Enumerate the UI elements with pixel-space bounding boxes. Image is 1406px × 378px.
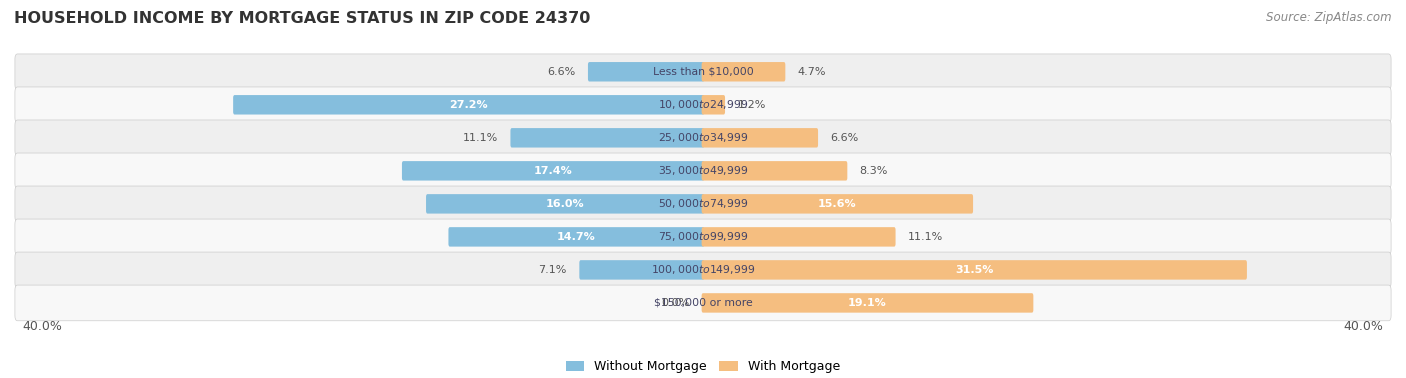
Text: 40.0%: 40.0% bbox=[1344, 320, 1384, 333]
Text: $35,000 to $49,999: $35,000 to $49,999 bbox=[658, 164, 748, 177]
Text: Source: ZipAtlas.com: Source: ZipAtlas.com bbox=[1267, 11, 1392, 24]
Text: 14.7%: 14.7% bbox=[557, 232, 596, 242]
Text: 7.1%: 7.1% bbox=[538, 265, 567, 275]
Text: 15.6%: 15.6% bbox=[818, 199, 856, 209]
FancyBboxPatch shape bbox=[15, 54, 1391, 90]
Text: 31.5%: 31.5% bbox=[955, 265, 994, 275]
FancyBboxPatch shape bbox=[15, 153, 1391, 189]
Text: $25,000 to $34,999: $25,000 to $34,999 bbox=[658, 131, 748, 144]
Text: 27.2%: 27.2% bbox=[450, 100, 488, 110]
Text: 40.0%: 40.0% bbox=[22, 320, 62, 333]
Text: 17.4%: 17.4% bbox=[534, 166, 572, 176]
Text: 1.2%: 1.2% bbox=[738, 100, 766, 110]
Text: 11.1%: 11.1% bbox=[463, 133, 498, 143]
Text: $100,000 to $149,999: $100,000 to $149,999 bbox=[651, 263, 755, 276]
FancyBboxPatch shape bbox=[702, 260, 1247, 280]
FancyBboxPatch shape bbox=[402, 161, 704, 181]
FancyBboxPatch shape bbox=[15, 120, 1391, 156]
FancyBboxPatch shape bbox=[702, 227, 896, 246]
Text: $10,000 to $24,999: $10,000 to $24,999 bbox=[658, 98, 748, 111]
Text: $150,000 or more: $150,000 or more bbox=[654, 298, 752, 308]
FancyBboxPatch shape bbox=[702, 161, 848, 181]
Text: $50,000 to $74,999: $50,000 to $74,999 bbox=[658, 197, 748, 211]
Text: 11.1%: 11.1% bbox=[908, 232, 943, 242]
Text: 4.7%: 4.7% bbox=[797, 67, 827, 77]
FancyBboxPatch shape bbox=[702, 194, 973, 214]
Text: HOUSEHOLD INCOME BY MORTGAGE STATUS IN ZIP CODE 24370: HOUSEHOLD INCOME BY MORTGAGE STATUS IN Z… bbox=[14, 11, 591, 26]
FancyBboxPatch shape bbox=[702, 293, 1033, 313]
FancyBboxPatch shape bbox=[426, 194, 704, 214]
Text: 0.0%: 0.0% bbox=[661, 298, 689, 308]
Text: 19.1%: 19.1% bbox=[848, 298, 887, 308]
FancyBboxPatch shape bbox=[15, 285, 1391, 321]
FancyBboxPatch shape bbox=[15, 252, 1391, 288]
FancyBboxPatch shape bbox=[15, 87, 1391, 122]
FancyBboxPatch shape bbox=[449, 227, 704, 246]
FancyBboxPatch shape bbox=[702, 62, 786, 82]
Text: Less than $10,000: Less than $10,000 bbox=[652, 67, 754, 77]
FancyBboxPatch shape bbox=[588, 62, 704, 82]
Text: $75,000 to $99,999: $75,000 to $99,999 bbox=[658, 230, 748, 243]
Legend: Without Mortgage, With Mortgage: Without Mortgage, With Mortgage bbox=[561, 355, 845, 378]
FancyBboxPatch shape bbox=[15, 219, 1391, 255]
FancyBboxPatch shape bbox=[233, 95, 704, 115]
FancyBboxPatch shape bbox=[15, 186, 1391, 222]
FancyBboxPatch shape bbox=[702, 128, 818, 147]
Text: 6.6%: 6.6% bbox=[547, 67, 575, 77]
FancyBboxPatch shape bbox=[579, 260, 704, 280]
FancyBboxPatch shape bbox=[702, 95, 725, 115]
Text: 6.6%: 6.6% bbox=[831, 133, 859, 143]
Text: 8.3%: 8.3% bbox=[859, 166, 889, 176]
Text: 16.0%: 16.0% bbox=[546, 199, 585, 209]
FancyBboxPatch shape bbox=[510, 128, 704, 147]
